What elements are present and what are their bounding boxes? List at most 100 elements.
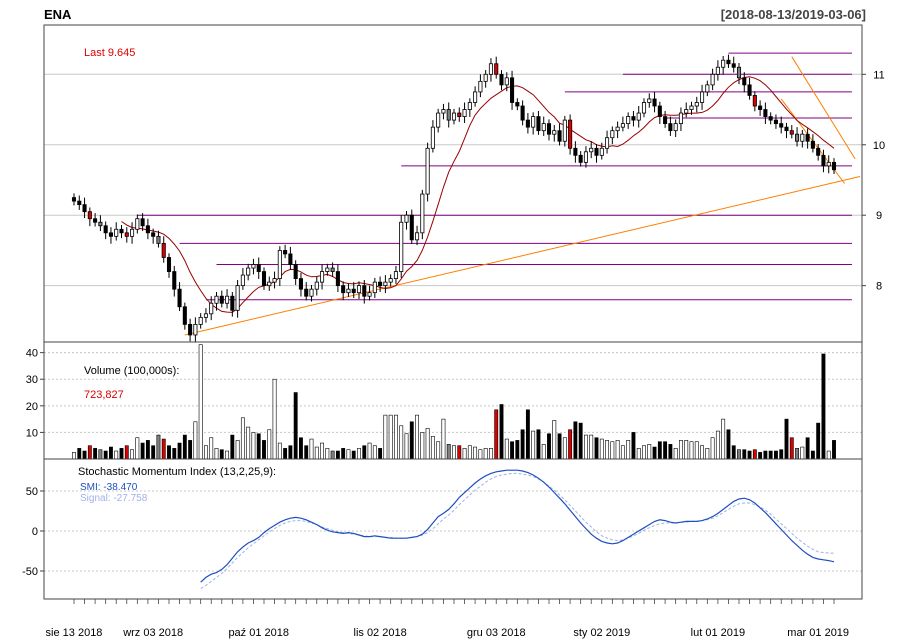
chart-symbol: ENA [44, 7, 72, 22]
volume-value: 723,827 [84, 389, 124, 401]
trend-line [184, 175, 861, 336]
candle-body [351, 288, 356, 294]
horizontal-levels [137, 52, 852, 301]
smi-panel-frame [43, 458, 863, 600]
volume-bar [605, 440, 609, 460]
candle-body [140, 218, 145, 227]
volume-bar [246, 426, 251, 460]
candle-body [71, 197, 77, 202]
candle-body [108, 232, 113, 237]
candle-body [219, 295, 224, 304]
volume-bar [362, 445, 367, 460]
volume-bar [673, 448, 678, 460]
volume-bar [684, 440, 689, 460]
candle-body [684, 109, 689, 114]
candle-body [636, 112, 641, 121]
candle-body [647, 98, 652, 103]
volume-bar [367, 442, 372, 460]
volume-bar [198, 344, 203, 460]
volume-bar [346, 449, 351, 460]
volume-bar [93, 448, 98, 460]
candle-body [378, 281, 383, 287]
volume-bar [689, 441, 694, 460]
candle-body [446, 109, 451, 121]
candle-body [309, 288, 314, 297]
candle-body [420, 193, 425, 234]
volume-bar [441, 418, 446, 460]
volume-bar [742, 449, 747, 460]
volume-bar [425, 428, 430, 460]
candle-body [473, 91, 478, 103]
volume-bar [114, 450, 119, 460]
candle-body [467, 102, 472, 110]
smi-line [200, 469, 835, 583]
volume-bar [172, 448, 177, 460]
y-tick-label: 11 [873, 69, 884, 81]
candle-body [494, 63, 499, 75]
volume-bar [409, 421, 414, 460]
volume-bar [235, 440, 240, 460]
candle-body [388, 278, 393, 283]
volume-bar [789, 437, 794, 460]
candle-body [594, 147, 599, 156]
volume-bar [536, 429, 541, 460]
volume-bar [694, 441, 699, 460]
candle-body [272, 278, 277, 283]
candle-body [663, 116, 668, 125]
volume-bar [731, 445, 736, 460]
x-tick-label: sie 13 2018 [46, 627, 103, 639]
candle-body [330, 267, 335, 272]
volume-bar [262, 440, 266, 460]
volume-bar [494, 409, 499, 460]
volume-bar [151, 445, 156, 460]
y-tick-label: 30 [26, 374, 38, 386]
volume-bar [272, 378, 277, 460]
candle-body [193, 323, 198, 336]
volume-bar [119, 448, 124, 460]
volume-bar [552, 420, 557, 460]
candle-body [478, 80, 483, 93]
volume-bar [810, 450, 815, 460]
trend-lines [184, 56, 861, 336]
candle-body [293, 264, 298, 279]
volume-bar [531, 430, 536, 460]
volume-bar [795, 448, 799, 460]
candle-body [177, 288, 182, 308]
candle-body [93, 218, 98, 223]
candle-body [562, 119, 567, 142]
candle-body [710, 73, 715, 86]
candle-body [240, 274, 245, 287]
candle-body [246, 267, 251, 276]
candle-body [335, 271, 340, 287]
y-tick-label: 20 [26, 401, 38, 413]
candle-body [795, 133, 800, 142]
volume-bar [415, 414, 419, 460]
candle-body [779, 123, 784, 128]
candle-body [298, 278, 303, 290]
volume-bar [225, 450, 229, 460]
volume-bar [779, 449, 784, 460]
volume-bar [710, 437, 715, 460]
y-tick-label: -50 [22, 566, 38, 578]
volume-bar [562, 437, 567, 460]
candle-body [209, 302, 214, 315]
volume-bar [98, 449, 103, 460]
candle-body [288, 253, 293, 265]
candle-body [457, 112, 462, 117]
x-tick-label: paź 01 2018 [228, 627, 289, 639]
volume-bar [737, 449, 741, 460]
y-tick-label: 10 [873, 140, 885, 152]
volume-bar [663, 441, 668, 460]
volume-bar [209, 437, 214, 460]
candle-body [103, 225, 108, 234]
candle-body [821, 154, 826, 167]
volume-bar [288, 445, 293, 460]
candle-body [283, 250, 288, 255]
candle-body [747, 84, 752, 96]
volume-bar [436, 441, 441, 460]
candle-body [124, 232, 129, 237]
candle-body [98, 221, 103, 227]
volume-bar [700, 445, 704, 460]
candle-body [652, 98, 657, 107]
